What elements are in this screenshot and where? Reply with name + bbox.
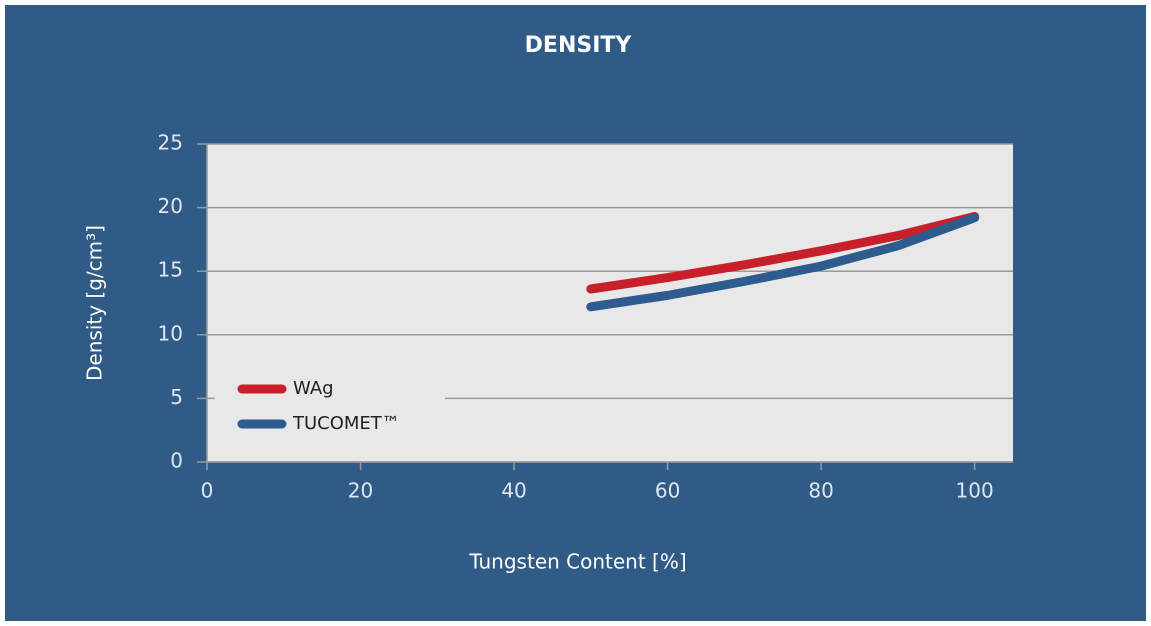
legend-box (215, 370, 445, 442)
x-tick-label: 0 (201, 479, 214, 503)
x-tick-label: 100 (956, 479, 994, 503)
chart-title: DENSITY (525, 33, 633, 58)
y-tick-label: 0 (170, 449, 183, 473)
x-axis-label: Tungsten Content [%] (468, 550, 686, 574)
legend-label: TUCOMET™ (292, 413, 400, 434)
legend-label: WAg (293, 378, 334, 399)
y-tick-label: 10 (158, 321, 183, 345)
x-tick-label: 20 (348, 479, 373, 503)
y-tick-label: 5 (170, 385, 183, 409)
y-tick-label: 25 (158, 131, 183, 155)
y-axis-label: Density [g/cm³] (83, 225, 107, 381)
y-tick-label: 15 (158, 258, 183, 282)
series-line (586, 212, 980, 294)
x-tick-label: 40 (501, 479, 526, 503)
x-tick-label: 60 (655, 479, 680, 503)
x-tick-label: 80 (808, 479, 833, 503)
series-line (586, 213, 980, 312)
y-tick-label: 20 (158, 194, 183, 218)
